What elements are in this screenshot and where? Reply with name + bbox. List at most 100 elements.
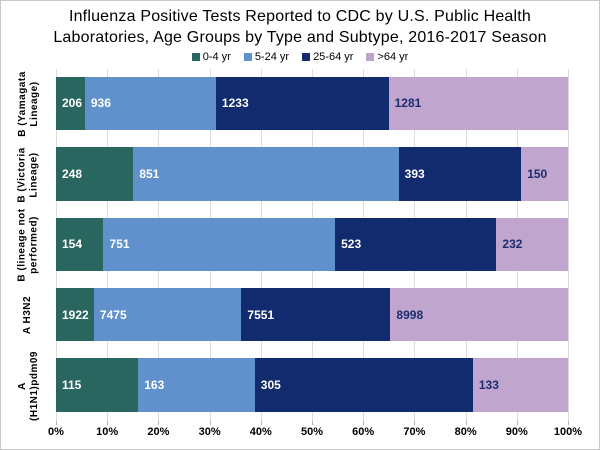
legend-label: >64 yr bbox=[377, 51, 409, 63]
x-axis-tick-label: 50% bbox=[300, 426, 324, 438]
bar-segment: 8998 bbox=[390, 287, 568, 342]
chart-title-line1: Influenza Positive Tests Reported to CDC… bbox=[68, 8, 532, 25]
chart-title-line2: Laboratories, Age Groups by Type and Sub… bbox=[53, 29, 547, 47]
y-axis-category-label-text: A H3N2 bbox=[22, 296, 34, 335]
bar-segment-label: 115 bbox=[62, 378, 82, 393]
stacked-bar: 115 163 305 133 bbox=[56, 358, 568, 412]
axis-tick bbox=[107, 421, 109, 425]
gridline bbox=[568, 69, 569, 421]
bar-segment: 150 bbox=[521, 147, 568, 201]
y-axis-category-label-text: B (lineage not performed) bbox=[16, 208, 40, 282]
x-axis-tick-label: 60% bbox=[352, 426, 375, 438]
bar-segment: 751 bbox=[103, 217, 336, 271]
bar-segment-label: 393 bbox=[404, 166, 425, 181]
bar-segment-label: 7551 bbox=[247, 307, 275, 322]
bar-segment-label: 154 bbox=[62, 237, 83, 252]
axis-tick bbox=[465, 421, 467, 425]
bar-segment: 154 bbox=[56, 217, 104, 271]
bar-segment-label: 851 bbox=[139, 166, 160, 181]
bar-segment-label: 232 bbox=[502, 237, 523, 252]
y-axis-category-label: B (Victoria Lineage) bbox=[1, 139, 56, 209]
axis-tick bbox=[363, 421, 365, 425]
bar-row: A (H1N1)pdm09 115 163 305 133 bbox=[17, 351, 568, 421]
x-axis-tick-label: 40% bbox=[249, 426, 272, 438]
y-axis-category-label: B (lineage not performed) bbox=[1, 208, 56, 282]
bar-segment-label: 523 bbox=[341, 237, 362, 252]
axis-tick bbox=[568, 421, 569, 425]
bar-segment: 7475 bbox=[93, 287, 242, 342]
legend-swatch-icon bbox=[191, 53, 200, 61]
x-axis-tick-label: 30% bbox=[198, 426, 221, 438]
axis-tick bbox=[312, 421, 313, 425]
bar-row: B (Yamagata Lineage) 206 936 1233 1281 bbox=[17, 69, 568, 139]
bar-segment-label: 8998 bbox=[396, 307, 424, 322]
bar-segment-label: 1922 bbox=[62, 307, 89, 322]
stacked-bar: 248 851 393 150 bbox=[56, 147, 568, 201]
axis-tick bbox=[414, 421, 416, 425]
stacked-bar: 1922 7475 7551 8998 bbox=[56, 287, 568, 342]
bar-segment-label: 206 bbox=[62, 96, 83, 111]
legend-swatch-icon bbox=[243, 53, 252, 61]
bar-segment: 115 bbox=[56, 358, 139, 412]
legend-item: 5-24 yr bbox=[243, 51, 290, 63]
bar-segment-label: 305 bbox=[260, 378, 281, 393]
y-axis-category-label-text: A (H1N1)pdm09 bbox=[16, 350, 40, 421]
axis-tick bbox=[56, 421, 57, 425]
x-axis-tick-label: 0% bbox=[48, 426, 64, 438]
x-axis-tick-label: 100% bbox=[553, 426, 583, 438]
bar-segment-label: 163 bbox=[144, 378, 165, 393]
y-axis-category-label-text: B (Yamagata Lineage) bbox=[16, 71, 40, 137]
bar-segment: 163 bbox=[138, 358, 255, 412]
legend-label: 0-4 yr bbox=[202, 51, 231, 63]
bar-row: B (lineage not performed) 154 751 523 232 bbox=[17, 208, 568, 282]
axis-tick bbox=[516, 421, 518, 425]
stacked-bar: 154 751 523 232 bbox=[56, 217, 568, 271]
x-axis-tick-label: 90% bbox=[505, 426, 528, 438]
bar-segment: 7551 bbox=[241, 287, 391, 342]
bar-segment: 305 bbox=[254, 358, 473, 412]
y-axis-category-label: A H3N2 bbox=[1, 280, 56, 350]
x-axis: 0% 10% 20% 30% 40% 50% 60% 70% 80% 90% 100% bbox=[48, 426, 582, 442]
y-axis-category-label: A (H1N1)pdm09 bbox=[1, 351, 56, 421]
legend-label: 5-24 yr bbox=[254, 51, 290, 63]
bar-segment: 936 bbox=[84, 76, 216, 131]
legend: 0-4 yr 5-24 yr 25-64 yr >64 yr bbox=[1, 51, 599, 63]
x-axis-tick-label: 70% bbox=[403, 426, 426, 438]
bar-segment-label: 751 bbox=[109, 237, 130, 252]
bar-segment-label: 1281 bbox=[394, 96, 422, 111]
bar-row: B (Victoria Lineage) 248 851 393 150 bbox=[17, 139, 568, 209]
bar-row: A H3N2 1922 7475 7551 8998 bbox=[22, 280, 568, 350]
x-axis-tick-label: 10% bbox=[96, 426, 119, 438]
bar-segment-label: 7475 bbox=[99, 307, 127, 322]
bar-segment: 523 bbox=[335, 217, 497, 271]
bar-segment-label: 133 bbox=[478, 378, 499, 393]
legend-item: >64 yr bbox=[366, 51, 408, 63]
y-axis-category-label: B (Yamagata Lineage) bbox=[1, 69, 56, 139]
bar-segment: 393 bbox=[398, 147, 522, 201]
y-axis-category-label-text: B (Victoria Lineage) bbox=[16, 146, 40, 203]
bar-segment-label: 150 bbox=[527, 166, 548, 181]
bar-segment: 232 bbox=[496, 217, 568, 271]
bar-segment: 1922 bbox=[56, 287, 94, 342]
x-axis-tick-label: 20% bbox=[147, 426, 170, 438]
bar-segment-label: 1233 bbox=[221, 96, 249, 111]
bar-segment: 851 bbox=[133, 147, 399, 201]
bar-segment: 1281 bbox=[388, 76, 568, 131]
bar-segment: 1233 bbox=[215, 76, 389, 131]
axis-tick bbox=[158, 421, 160, 425]
legend-item: 25-64 yr bbox=[302, 51, 353, 63]
x-axis-tick-label: 80% bbox=[454, 426, 477, 438]
legend-swatch-icon bbox=[302, 53, 311, 61]
bar-segment-label: 936 bbox=[90, 96, 111, 111]
bar-segment: 248 bbox=[56, 147, 134, 201]
legend-label: 25-64 yr bbox=[313, 51, 354, 63]
legend-swatch-icon bbox=[366, 53, 375, 61]
plot-area: B (Yamagata Lineage) 206 936 1233 1281 B (Vic… bbox=[17, 69, 569, 425]
stacked-bar: 206 936 1233 1281 bbox=[56, 76, 568, 131]
chart-title: Influenza Positive Tests Reported to CDC… bbox=[13, 6, 587, 48]
bar-segment: 133 bbox=[472, 358, 568, 412]
bar-segment-label: 248 bbox=[62, 166, 83, 181]
bar-segment: 206 bbox=[56, 76, 85, 131]
legend-item: 0-4 yr bbox=[191, 51, 231, 63]
